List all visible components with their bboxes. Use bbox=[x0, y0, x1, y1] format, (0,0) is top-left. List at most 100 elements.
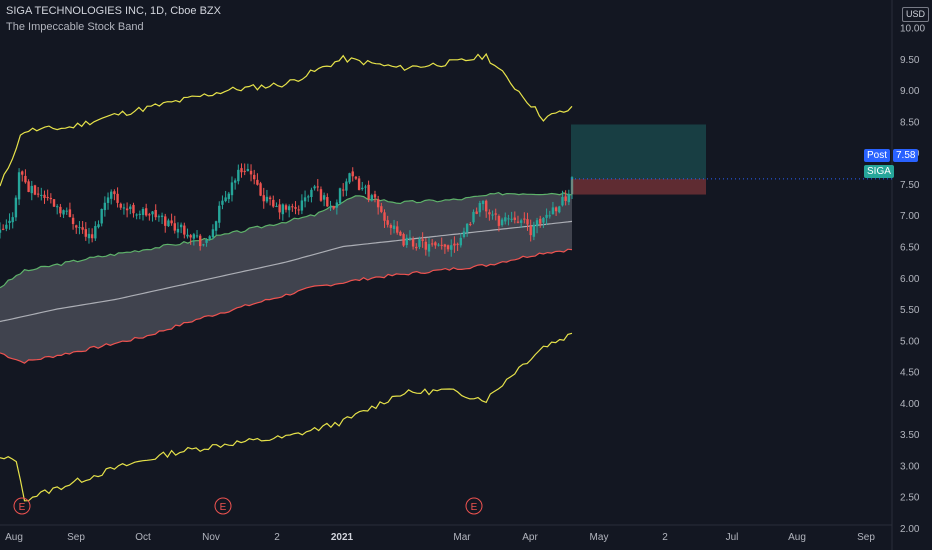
candle-body bbox=[551, 207, 555, 215]
candle-body bbox=[157, 216, 161, 218]
candle-body bbox=[567, 193, 571, 203]
candle-body bbox=[262, 195, 265, 202]
candle-body bbox=[504, 217, 507, 222]
candle-body bbox=[558, 206, 561, 213]
candle-body bbox=[30, 185, 33, 194]
candle-body bbox=[103, 202, 107, 211]
indicator-title[interactable]: The Impeccable Stock Band bbox=[6, 21, 144, 33]
candle-body bbox=[513, 217, 516, 221]
x-tick-label: Oct bbox=[135, 532, 151, 543]
y-tick-label: 4.50 bbox=[900, 368, 920, 379]
candle-body bbox=[488, 212, 491, 215]
candle-body bbox=[434, 242, 437, 246]
earnings-marker-label: E bbox=[19, 502, 26, 513]
candle-body bbox=[116, 193, 119, 203]
candle-body bbox=[214, 221, 218, 231]
candle-body bbox=[106, 197, 110, 203]
candle-body bbox=[469, 223, 472, 225]
candle-body bbox=[380, 206, 383, 212]
candle-body bbox=[160, 215, 164, 217]
candle-body bbox=[300, 200, 304, 211]
candle-body bbox=[291, 206, 294, 208]
y-tick-label: 9.50 bbox=[900, 55, 920, 66]
candle-body bbox=[351, 171, 354, 177]
x-tick-label: 2 bbox=[662, 532, 668, 543]
candle-body bbox=[167, 220, 170, 227]
candle-body bbox=[443, 244, 447, 247]
candle-body bbox=[399, 231, 402, 236]
candle-body bbox=[8, 220, 11, 224]
candle-body bbox=[510, 218, 513, 220]
candle-body bbox=[154, 209, 157, 218]
earnings-marker-label: E bbox=[471, 502, 478, 513]
y-tick-label: 2.50 bbox=[900, 493, 920, 504]
candle-body bbox=[94, 226, 97, 239]
candle-body bbox=[144, 208, 148, 216]
candle-body bbox=[199, 235, 202, 247]
candle-body bbox=[62, 210, 65, 215]
candle-body bbox=[218, 205, 221, 223]
candle-body bbox=[11, 217, 14, 223]
candle-body bbox=[437, 244, 440, 246]
target-zone bbox=[571, 124, 706, 179]
series-line-outer-upper bbox=[0, 52, 573, 187]
candle-body bbox=[40, 194, 43, 196]
candle-body bbox=[202, 244, 205, 246]
x-tick-label: Sep bbox=[67, 532, 85, 543]
candle-body bbox=[205, 239, 208, 243]
candle-body bbox=[564, 196, 567, 201]
candle-body bbox=[519, 220, 523, 223]
candle-body bbox=[332, 205, 335, 209]
candle-body bbox=[275, 205, 278, 207]
candle-body bbox=[186, 234, 189, 237]
candle-body bbox=[494, 213, 497, 215]
candle-body bbox=[316, 186, 319, 188]
candle-body bbox=[56, 206, 59, 208]
candle-body bbox=[411, 239, 415, 247]
candle-body bbox=[405, 237, 408, 245]
candle-body bbox=[1, 228, 5, 230]
candle-body bbox=[539, 218, 542, 224]
candle-body bbox=[221, 200, 224, 205]
candle-body bbox=[179, 224, 183, 228]
candle-body bbox=[307, 196, 310, 198]
candle-body bbox=[195, 235, 199, 237]
candle-body bbox=[500, 219, 504, 226]
candle-body bbox=[14, 197, 18, 218]
candle-body bbox=[138, 213, 142, 215]
candle-body bbox=[545, 214, 548, 218]
candle-body bbox=[383, 212, 386, 221]
candle-body bbox=[526, 219, 529, 225]
candle-body bbox=[59, 206, 62, 214]
stop-zone bbox=[571, 178, 706, 195]
candle-body bbox=[43, 194, 46, 198]
candle-body bbox=[326, 197, 329, 207]
candle-body bbox=[240, 168, 243, 173]
candle-body bbox=[135, 214, 138, 216]
earnings-marker-label: E bbox=[220, 502, 227, 513]
candle-body bbox=[561, 197, 564, 206]
candle-body bbox=[46, 196, 49, 198]
candle-body bbox=[529, 225, 532, 236]
series-line-inner-upper bbox=[0, 191, 573, 289]
y-tick-label: 5.50 bbox=[900, 305, 920, 316]
candle-body bbox=[456, 243, 459, 245]
candle-body bbox=[421, 239, 424, 241]
candle-body bbox=[122, 207, 126, 209]
candle-body bbox=[36, 193, 40, 195]
candle-body bbox=[287, 206, 291, 211]
currency-button[interactable]: USD bbox=[902, 7, 930, 22]
candle-body bbox=[284, 205, 288, 210]
candle-body bbox=[475, 211, 478, 214]
earnings-marker bbox=[214, 497, 232, 515]
candle-body bbox=[272, 199, 275, 207]
candle-body bbox=[507, 218, 510, 220]
candle-body bbox=[24, 175, 27, 183]
candle-body bbox=[465, 223, 469, 233]
candle-body bbox=[418, 239, 421, 247]
candle-body bbox=[303, 197, 307, 202]
x-tick-label: Mar bbox=[453, 532, 471, 543]
candle-body bbox=[535, 220, 539, 227]
series-line-inner-lower bbox=[0, 248, 573, 364]
